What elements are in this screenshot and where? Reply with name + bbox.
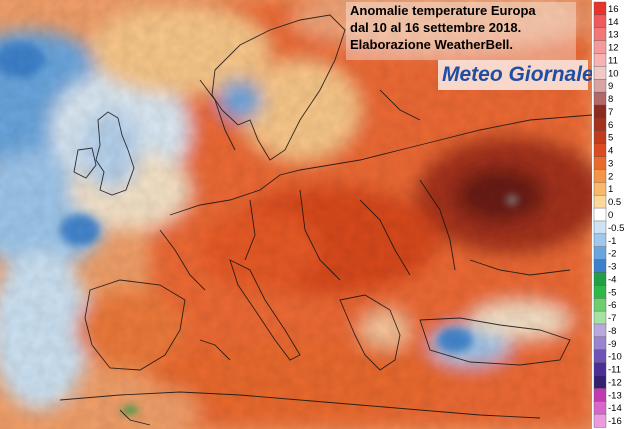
- legend-swatch: [593, 207, 607, 222]
- legend-swatch: [593, 53, 607, 68]
- logo-word-meteo: Meteo: [442, 63, 503, 86]
- legend-swatch: [593, 79, 607, 93]
- legend-swatch: [593, 27, 607, 42]
- legend-label: 4: [608, 146, 613, 157]
- legend-label: 6: [608, 120, 613, 131]
- legend-swatch: [593, 104, 607, 119]
- legend-swatch: [593, 246, 607, 261]
- legend-label: 3: [608, 158, 613, 169]
- legend-label: -8: [608, 326, 616, 337]
- legend-label: 10: [608, 68, 619, 79]
- logo-word-giornale: Giornale: [508, 63, 594, 86]
- title-line-3: Elaborazione WeatherBell.: [350, 37, 514, 52]
- legend-label: -4: [608, 274, 616, 285]
- legend-label: 1: [608, 184, 613, 195]
- legend-label: -12: [608, 377, 622, 388]
- legend-swatch: [593, 413, 607, 428]
- legend-swatch: [593, 349, 607, 364]
- legend-label: -2: [608, 249, 616, 260]
- legend-swatch: [593, 194, 607, 209]
- legend-swatch: [593, 285, 607, 299]
- legend-swatch: [593, 323, 607, 338]
- legend-label: -10: [608, 352, 622, 363]
- legend-swatch: [593, 91, 607, 106]
- legend-label: -11: [608, 365, 621, 376]
- legend-label: -9: [608, 339, 616, 350]
- legend-label: 12: [608, 43, 619, 54]
- legend-swatch: [593, 169, 607, 184]
- title-line-1: Anomalie temperature Europa: [350, 3, 536, 18]
- legend-swatch: [593, 298, 607, 312]
- legend-label: -6: [608, 300, 616, 311]
- legend-swatch: [593, 375, 607, 390]
- legend-label: 0.5: [608, 197, 621, 208]
- legend-label: 0: [608, 210, 613, 221]
- legend-label: 14: [608, 17, 619, 28]
- legend-label: -5: [608, 287, 616, 298]
- logo-background: [438, 60, 588, 90]
- legend-label: 5: [608, 133, 613, 144]
- legend-label: -14: [608, 403, 622, 414]
- legend-label: 16: [608, 4, 619, 15]
- legend-swatch: [593, 220, 607, 235]
- legend-label: 2: [608, 171, 613, 182]
- legend-swatch: [593, 336, 607, 351]
- legend-swatch: [593, 40, 607, 55]
- title-line-2: dal 10 al 16 settembre 2018.: [350, 20, 522, 35]
- legend-label: 13: [608, 30, 619, 41]
- legend-swatch: [593, 130, 607, 145]
- legend-label: 9: [608, 81, 613, 92]
- legend-swatch: [593, 259, 607, 274]
- legend-swatch: [593, 233, 607, 248]
- legend-swatch: [593, 401, 607, 415]
- legend-swatch: [593, 156, 607, 171]
- legend-label: -7: [608, 313, 616, 324]
- legend-swatch: [593, 362, 607, 377]
- meteogiornale-logo: Meteo Giornale: [442, 62, 594, 88]
- legend-swatch: [593, 66, 607, 80]
- legend-label: -13: [608, 390, 622, 401]
- legend-label: 11: [608, 55, 618, 66]
- legend-swatch: [593, 1, 607, 16]
- legend-swatch: [593, 14, 607, 29]
- legend-label: 7: [608, 107, 613, 118]
- legend-label: -1: [608, 236, 616, 247]
- legend-label: -0.5: [608, 223, 624, 234]
- legend-swatch: [593, 388, 607, 402]
- legend-swatch: [593, 272, 607, 287]
- legend-label: -3: [608, 262, 616, 273]
- legend-swatch: [593, 117, 607, 132]
- legend-swatch: [593, 310, 607, 325]
- legend-label: -16: [608, 416, 622, 427]
- legend-label: 8: [608, 94, 613, 105]
- legend-swatch: [593, 182, 607, 196]
- title-background: [346, 2, 576, 60]
- legend-swatch: [593, 143, 607, 158]
